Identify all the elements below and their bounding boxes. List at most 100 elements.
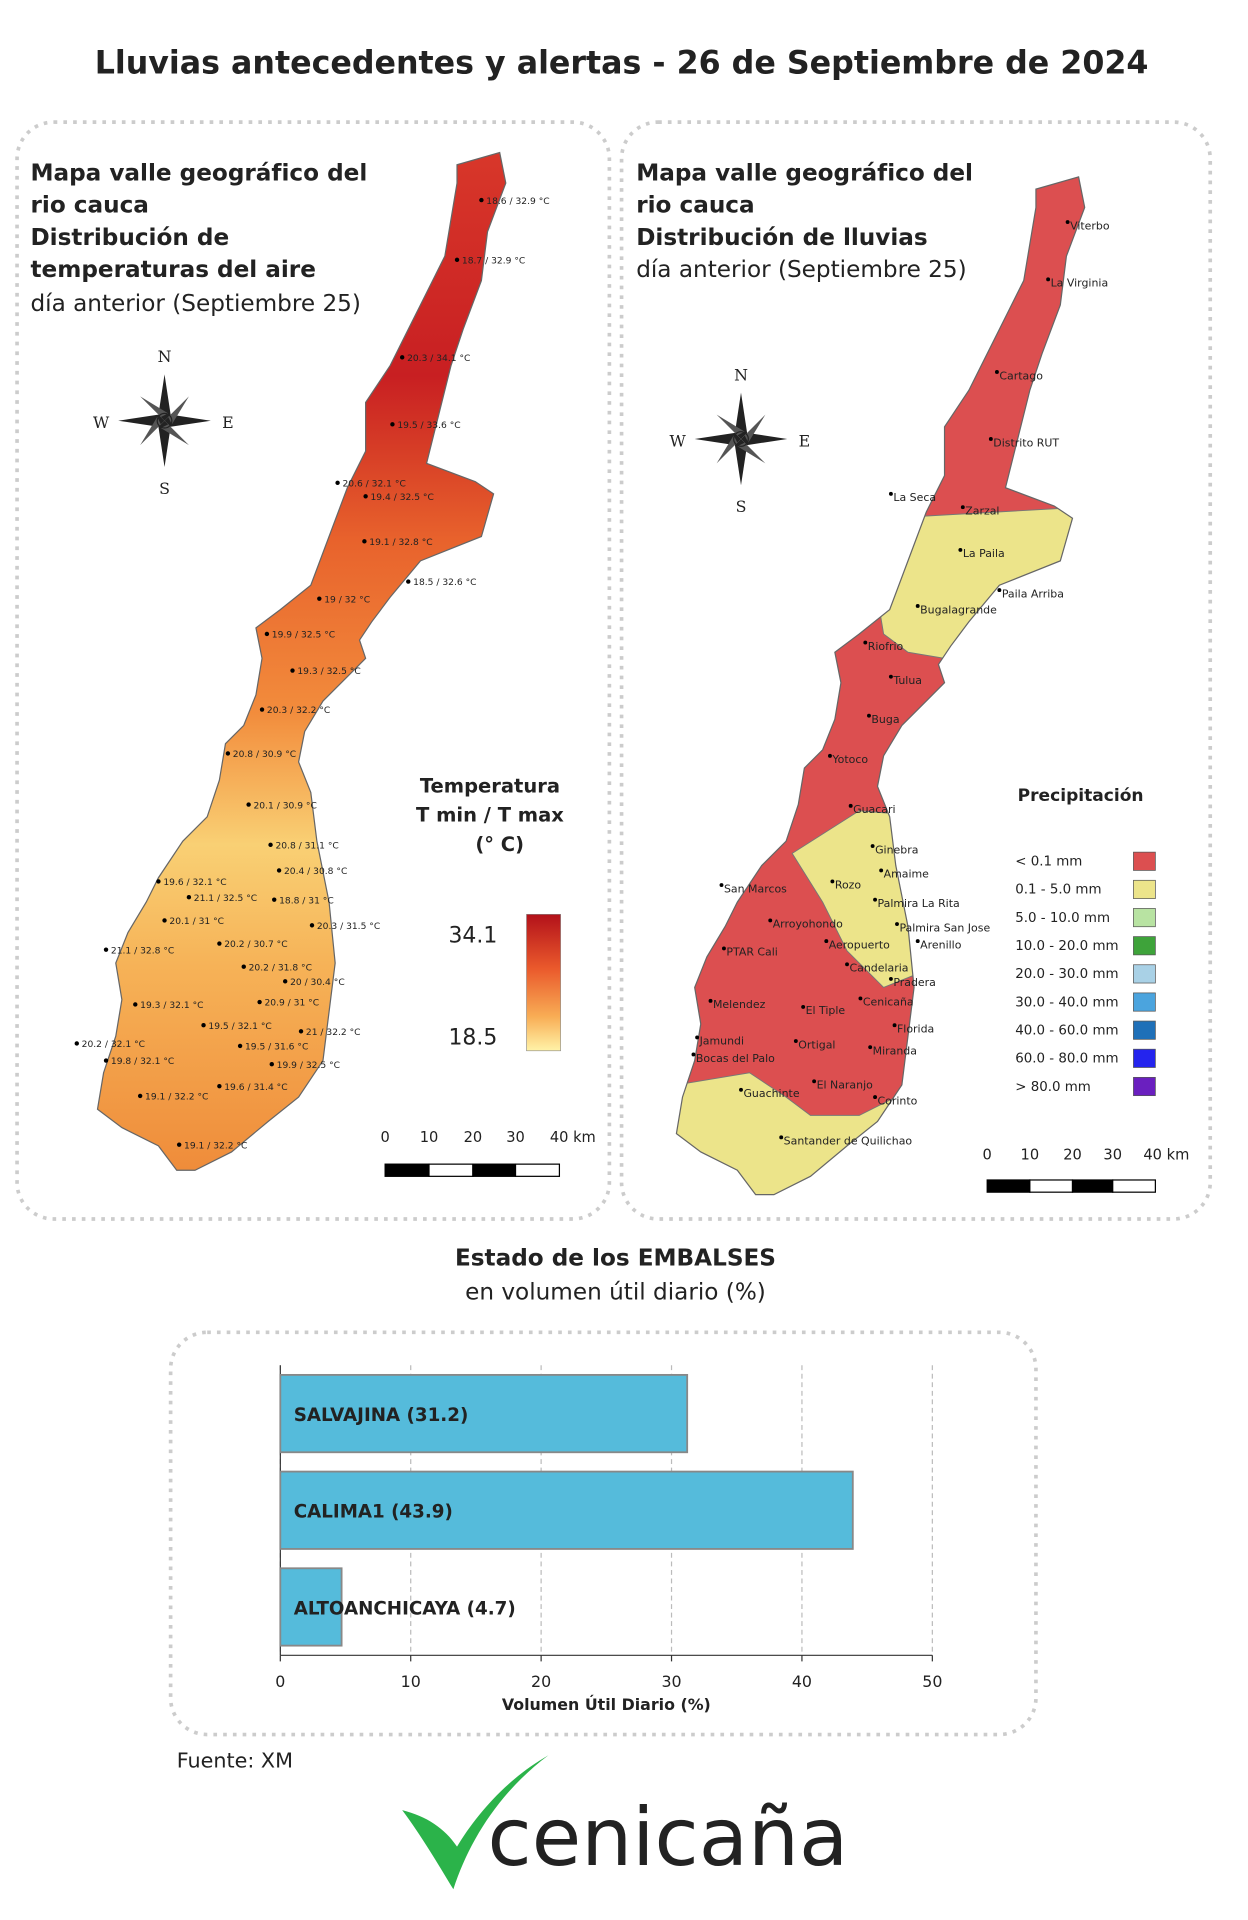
- legend-swatch: [1133, 908, 1156, 928]
- station-dot: [264, 631, 270, 637]
- station-dot: [892, 1023, 897, 1028]
- scale-label: 40 km: [1143, 1146, 1189, 1163]
- scale-label: 0: [380, 1129, 389, 1146]
- station-label: 19.1 / 32.2 °C: [145, 1093, 208, 1103]
- station-label: 20.2 / 30.7 °C: [224, 940, 287, 950]
- station-dot: [845, 962, 849, 967]
- station-dot: [958, 547, 963, 552]
- station-dot: [272, 897, 277, 902]
- compass: [117, 373, 212, 468]
- scale-label: 30: [506, 1129, 525, 1146]
- station-label: Santander de Quilichao: [784, 1135, 913, 1148]
- compass-label: S: [736, 497, 747, 516]
- station-dot: [779, 1135, 784, 1140]
- station-dot: [309, 923, 315, 928]
- scale-label: 30: [1103, 1146, 1122, 1163]
- station-label: Florida: [897, 1023, 934, 1036]
- compass-label: N: [734, 365, 748, 384]
- station-dot: [217, 941, 222, 946]
- legend-title: (° C): [475, 833, 524, 856]
- station-label: 19.9 / 32.5 °C: [277, 1061, 340, 1071]
- station-dot: [719, 883, 724, 887]
- station-dot: [290, 668, 295, 673]
- station-dot: [186, 895, 192, 900]
- station-label: Ginebra: [875, 843, 918, 856]
- station-label: Candelaria: [849, 962, 908, 975]
- station-label: Ortigal: [798, 1038, 835, 1051]
- station-label: 19.5 / 33.6 °C: [397, 421, 460, 431]
- compass-label: S: [159, 479, 170, 498]
- station-label: 20.6 / 32.1 °C: [342, 480, 405, 490]
- station-dot: [362, 539, 367, 544]
- station-dot: [870, 844, 875, 848]
- legend-swatch: [1133, 879, 1156, 899]
- station-dot: [888, 674, 893, 679]
- station-label: La Paila: [963, 547, 1005, 560]
- station-dot: [282, 979, 288, 984]
- map-title: día anterior (Septiembre 25): [30, 291, 360, 317]
- x-tick-label: 10: [401, 1672, 421, 1691]
- station-dot: [217, 1083, 222, 1089]
- station-dot: [269, 1062, 274, 1067]
- station-label: 20.3 / 32.2 °C: [267, 706, 330, 716]
- station-label: La Seca: [893, 491, 936, 504]
- station-label: Zarzal: [965, 505, 999, 518]
- station-dot: [237, 1043, 243, 1049]
- legend-swatch: [1133, 1020, 1156, 1040]
- map-title: Distribución de: [30, 225, 229, 251]
- map-title: Distribución de lluvias: [636, 225, 928, 251]
- station-label: 19.6 / 32.1 °C: [163, 878, 226, 888]
- station-label: Cenicaña: [863, 996, 914, 1009]
- station-dot: [888, 491, 893, 496]
- station-label: 19.6 / 31.4 °C: [224, 1083, 287, 1093]
- legend-label: 20.0 - 30.0 mm: [1015, 967, 1118, 982]
- station-label: 21.1 / 32.5 °C: [194, 894, 257, 904]
- station-label: Corinto: [878, 1094, 918, 1107]
- station-dot: [824, 939, 829, 944]
- station-dot: [768, 918, 773, 923]
- station-dot: [793, 1039, 798, 1043]
- legend-label: < 0.1 mm: [1015, 855, 1082, 870]
- legend-swatch: [1133, 1048, 1156, 1068]
- legend-max: 34.1: [448, 923, 497, 948]
- station-dot: [812, 1079, 817, 1084]
- station-label: 19.4 / 32.5 °C: [371, 493, 434, 503]
- compass-label: E: [799, 431, 811, 450]
- station-dot: [888, 976, 893, 981]
- station-dot: [695, 1035, 700, 1040]
- station-label: Jamundi: [699, 1035, 745, 1048]
- legend-label: 10.0 - 20.0 mm: [1015, 939, 1118, 954]
- station-label: Cartago: [999, 369, 1043, 382]
- map-title: rio cauca: [636, 192, 754, 218]
- legend-swatch: [1133, 851, 1156, 871]
- station-dot: [176, 1142, 182, 1147]
- station-label: 19.8 / 32.1 °C: [111, 1057, 174, 1067]
- station-dot: [739, 1087, 743, 1092]
- compass-label: E: [222, 413, 234, 432]
- station-dot: [994, 370, 999, 374]
- station-label: 20 / 30.4 °C: [290, 978, 345, 988]
- map-title: rio cauca: [30, 192, 148, 218]
- station-label: Tulua: [892, 674, 922, 687]
- station-label: Melendez: [713, 998, 766, 1011]
- logo-mark: [402, 1755, 549, 1890]
- scale-label: 20: [1063, 1146, 1082, 1163]
- station-label: Amaime: [884, 868, 930, 881]
- station-label: 20.3 / 31.5 °C: [317, 922, 380, 932]
- scale-label: 40 km: [550, 1129, 596, 1146]
- legend-title: Temperatura: [420, 774, 560, 797]
- station-label: Aeropuerto: [829, 938, 890, 951]
- scale-bar: [986, 1179, 1156, 1193]
- bar-label: ALTOANCHICAYA (4.7): [294, 1598, 516, 1619]
- chart-subtitle: en volumen útil diario (%): [465, 1279, 766, 1305]
- bar-label: CALIMA1 (43.9): [294, 1502, 453, 1523]
- station-dot: [241, 964, 246, 969]
- station-label: 19.1 / 32.8 °C: [369, 538, 432, 548]
- station-label: Distrito RUT: [993, 436, 1059, 449]
- station-dot: [225, 751, 231, 756]
- station-label: La Virginia: [1051, 277, 1109, 290]
- legend-swatch: [1133, 1076, 1156, 1097]
- station-label: Palmira La Rita: [878, 897, 960, 910]
- station-dot: [268, 842, 273, 848]
